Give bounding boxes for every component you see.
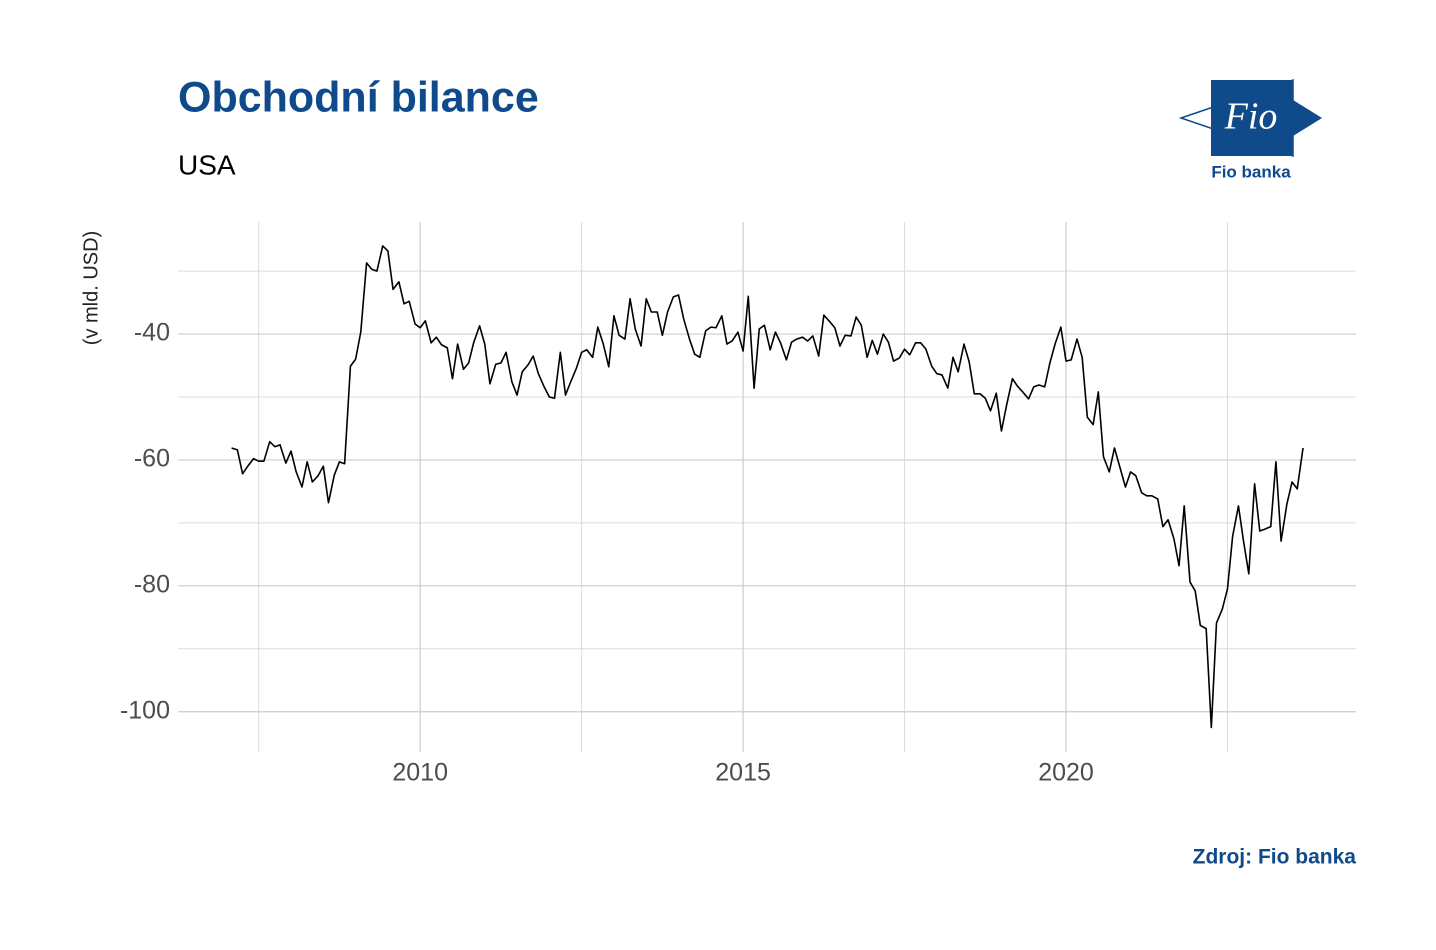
y-tick-label: -100 bbox=[120, 696, 170, 724]
logo-flag bbox=[1293, 100, 1322, 136]
y-tick-label: -80 bbox=[134, 570, 170, 598]
x-tick-label: 2010 bbox=[392, 759, 448, 787]
y-tick-label: -40 bbox=[134, 319, 170, 347]
logo-name: Fio banka bbox=[1211, 162, 1291, 181]
chart-subtitle: USA bbox=[178, 149, 236, 180]
logo-square bbox=[1211, 80, 1293, 156]
x-tick-label: 2020 bbox=[1038, 759, 1094, 787]
chart-title: Obchodní bilance bbox=[178, 73, 539, 121]
x-tick-label: 2015 bbox=[715, 759, 771, 787]
y-axis-label: (v mld. USD) bbox=[80, 231, 102, 345]
source-note: Zdroj: Fio banka bbox=[1193, 846, 1357, 869]
data-line bbox=[231, 245, 1304, 729]
y-tick-label: -60 bbox=[134, 445, 170, 473]
logo: Fio Fio banka bbox=[1178, 78, 1322, 181]
logo-mark: Fio bbox=[1224, 96, 1278, 138]
